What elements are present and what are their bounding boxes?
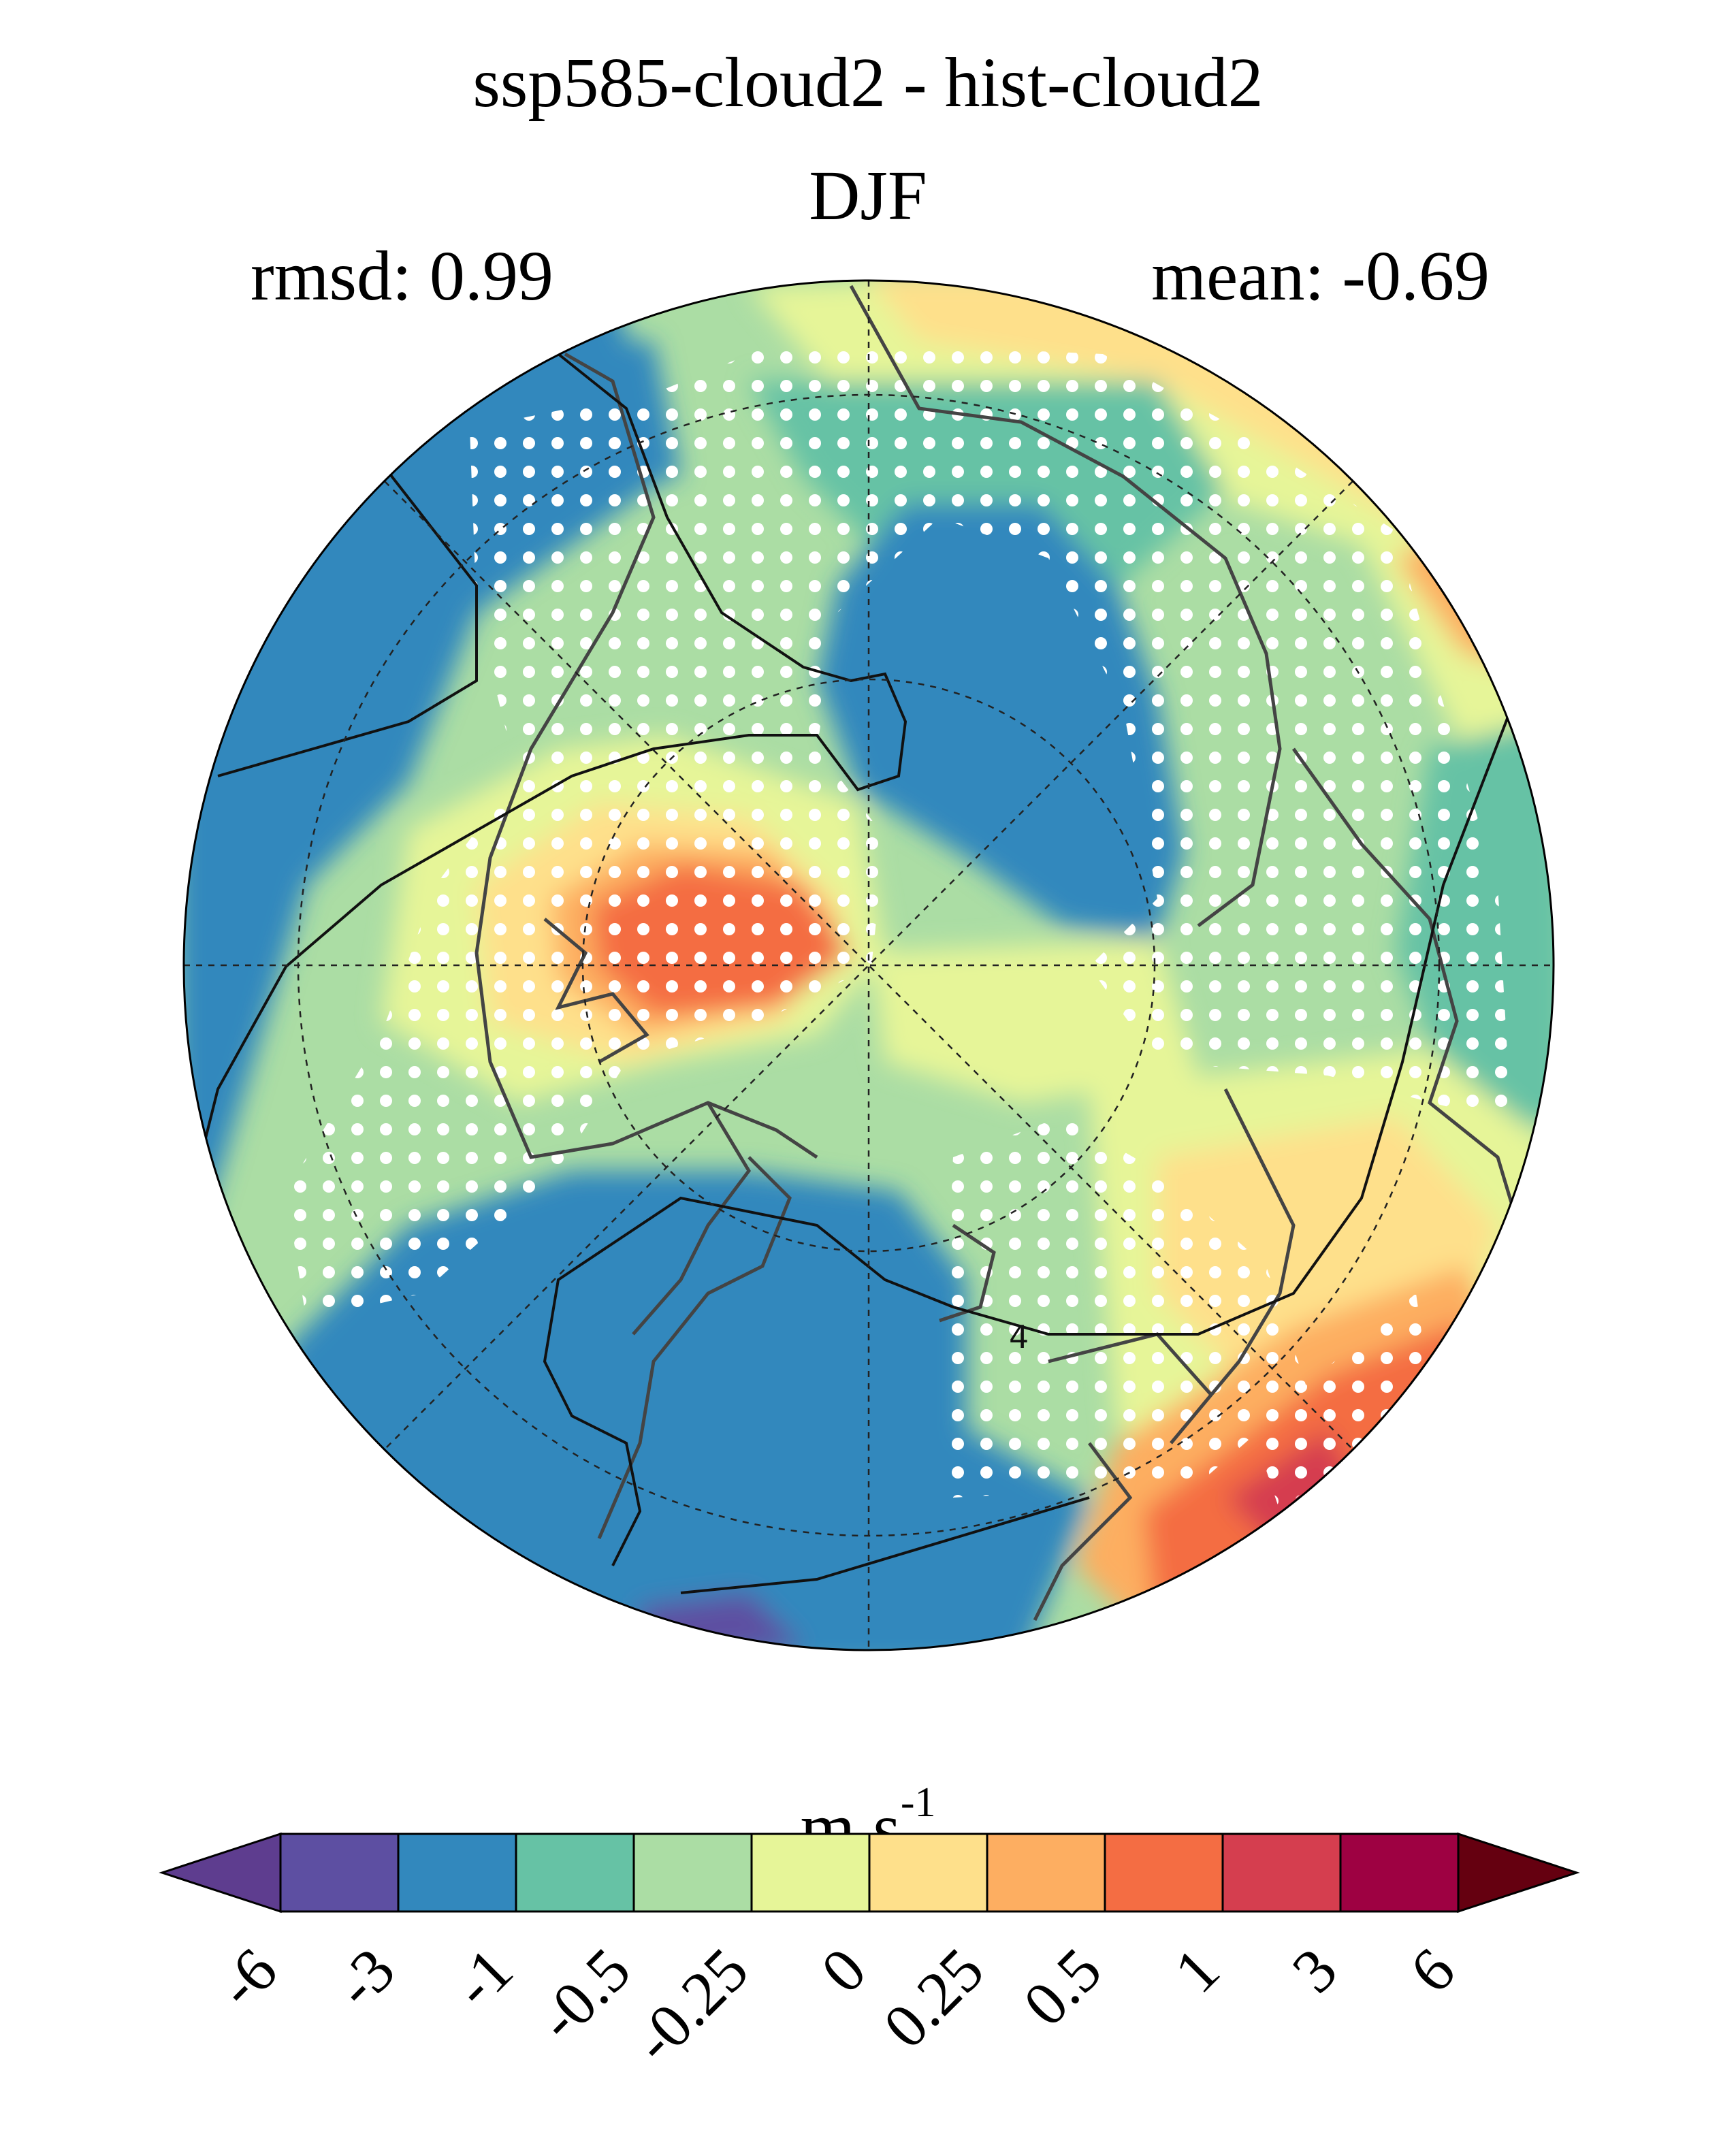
stipple-region-southeast [1253, 1293, 1430, 1511]
colorbar-tick-label: -1 [440, 1935, 526, 2020]
colorbar-tick-label: 0.25 [870, 1935, 997, 2061]
colorbar-cell [1339, 1833, 1460, 1913]
graticule [184, 280, 1554, 1650]
colorbar-tick-label: 3 [1279, 1935, 1350, 2006]
colorbar-cell [515, 1833, 635, 1913]
colorbar-cells [159, 1832, 1580, 1914]
coastline-hudson [632, 1101, 752, 1336]
mean-stat: mean: -0.69 [1151, 236, 1490, 317]
figure-title: ssp585-cloud2 - hist-cloud2 [472, 44, 1264, 122]
polar-map: 4 [182, 279, 1555, 1651]
contour-label: 4 [1009, 1319, 1029, 1355]
colorbar-tick-label: 1 [1161, 1935, 1232, 2006]
coastlines [475, 285, 1520, 1621]
colorbar-tick-label: 0.5 [1010, 1935, 1114, 2039]
rmsd-stat: rmsd: 0.99 [251, 236, 553, 317]
coastline-labrador [597, 1156, 792, 1539]
contour-line-south [680, 1496, 1090, 1594]
colorbar-tick-label: -3 [322, 1935, 408, 2020]
colorbar-tick-label: -0.5 [524, 1935, 643, 2054]
colorbar-cell [750, 1833, 871, 1913]
colorbar-cell [279, 1833, 400, 1913]
units-exponent: -1 [900, 1779, 936, 1826]
coastline-greenland [939, 1223, 996, 1323]
meridian-diagonal-2 [384, 481, 1353, 1450]
coastline-canada [475, 352, 818, 1159]
mean-label: mean: [1151, 237, 1325, 315]
colorbar-cell [868, 1833, 988, 1913]
colorbar-tick-label: -6 [204, 1935, 290, 2020]
colorbar-tick-label: 6 [1396, 1935, 1468, 2006]
coastline-europe [1033, 1442, 1133, 1621]
significance-stippling [286, 340, 1511, 1511]
coastline-kamchatka [1170, 1088, 1296, 1445]
rmsd-value: 0.99 [429, 237, 553, 315]
colorbar-tick-labels: -6 -3 -1-0.5-0.25 00.25 0.5 1 3 6 [204, 1935, 1468, 2076]
stipple-region-main [286, 340, 1511, 1321]
colorbar-extend-high [1457, 1832, 1580, 1914]
colorbar-tick-label: 0 [807, 1935, 879, 2006]
rmsd-label: rmsd: [251, 237, 412, 315]
map-boundary [182, 279, 1555, 1651]
contour-line-four [543, 707, 1513, 1566]
meridian-diagonal-1 [384, 481, 1353, 1450]
coastline-siberia-east [1291, 747, 1520, 1226]
colorbar-extend-low [159, 1832, 282, 1914]
colorbar-cell [632, 1833, 753, 1913]
coastline-siberia-north [849, 285, 1282, 927]
colorbar-cell [1221, 1833, 1342, 1913]
colorbar-cell [397, 1833, 517, 1913]
contour-lines [189, 353, 1513, 1594]
mean-value: -0.69 [1342, 237, 1490, 315]
colorbar-cell [986, 1833, 1106, 1913]
colorbar-tick-label: -0.25 [620, 1935, 762, 2076]
season-label: DJF [809, 157, 927, 235]
contour-line-north [189, 353, 907, 1199]
stipple-region-east [939, 1116, 1307, 1498]
colorbar-cell [1104, 1833, 1224, 1913]
contour-line-northwest [217, 462, 478, 777]
